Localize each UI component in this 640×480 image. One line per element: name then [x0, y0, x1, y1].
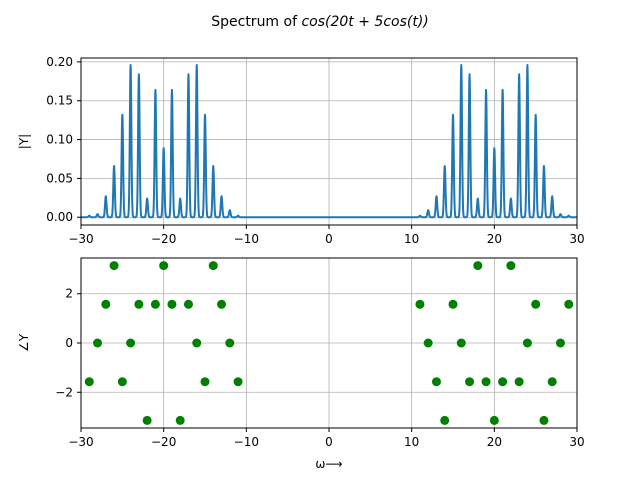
y-tick-label: 2	[65, 287, 73, 301]
phase-point	[142, 415, 152, 425]
x-tick-label: 0	[325, 435, 333, 449]
magnitude-plot: −30 −20 −10 0 10 20 30 0.00 0.05 0.10 0.15 0.20 |Y|	[17, 55, 585, 246]
y-tick-label: −2	[55, 385, 73, 399]
chart-title: Spectrum of cos(20t + 5cos(t))	[211, 14, 429, 30]
phase-point	[93, 338, 103, 348]
phase-point	[531, 299, 541, 309]
phase-point	[506, 261, 516, 271]
phase-point	[167, 299, 177, 309]
x-tick-label: 0	[325, 232, 333, 246]
x-tick-label: 10	[404, 232, 419, 246]
y-axis-label: ∠Y	[17, 333, 31, 352]
phase-point	[217, 299, 227, 309]
phase-point	[547, 377, 557, 387]
phase-point	[233, 377, 243, 387]
x-tick-label: 30	[569, 435, 584, 449]
phase-point	[84, 377, 94, 387]
x-tick-label: 30	[569, 232, 584, 246]
phase-point	[448, 299, 458, 309]
phase-point	[564, 299, 574, 309]
phase-point	[117, 377, 127, 387]
phase-point	[183, 299, 193, 309]
y-tick-label: 0	[65, 336, 73, 350]
phase-point	[498, 377, 508, 387]
y-tick-label: 0.10	[46, 133, 73, 147]
magnitude-series-line	[80, 63, 578, 219]
x-tick-label: −20	[151, 232, 176, 246]
x-tick-label: 20	[487, 435, 502, 449]
y-tick-label: 0.20	[46, 55, 73, 69]
phase-point	[440, 415, 450, 425]
phase-point	[456, 338, 466, 348]
phase-point	[150, 299, 160, 309]
phase-point	[465, 377, 475, 387]
chart-title-expression: cos(20t + 5cos(t))	[301, 14, 428, 30]
phase-point	[539, 415, 549, 425]
phase-point	[514, 377, 524, 387]
phase-point	[126, 338, 136, 348]
chart-title-prefix: Spectrum of	[211, 14, 301, 30]
phase-point	[555, 338, 565, 348]
phase-point	[208, 261, 218, 271]
x-tick-label: −30	[68, 232, 93, 246]
x-tick-label: −30	[68, 435, 93, 449]
phase-point	[522, 338, 532, 348]
phase-point	[175, 415, 185, 425]
phase-point	[473, 261, 483, 271]
phase-point	[134, 299, 144, 309]
x-axis-label: ω⟶	[315, 457, 342, 471]
phase-plot: −30 −20 −10 0 10 20 30−202∠Yω⟶	[17, 257, 585, 471]
phase-point	[481, 377, 491, 387]
phase-point	[431, 377, 441, 387]
phase-point	[159, 261, 169, 271]
x-tick-label: −10	[234, 232, 259, 246]
phase-point	[225, 338, 235, 348]
y-axis-label: |Y|	[17, 134, 31, 149]
x-tick-label: −10	[234, 435, 259, 449]
phase-point	[489, 415, 499, 425]
x-tick-label: 20	[487, 232, 502, 246]
x-tick-label: 10	[404, 435, 419, 449]
x-tick-label: −20	[151, 435, 176, 449]
y-tick-label: 0.00	[46, 210, 73, 224]
phase-point	[101, 299, 111, 309]
phase-point	[200, 377, 210, 387]
y-tick-label: 0.15	[46, 94, 73, 108]
phase-point	[423, 338, 433, 348]
y-tick-label: 0.05	[46, 171, 73, 185]
phase-point	[192, 338, 202, 348]
phase-point	[415, 299, 425, 309]
phase-point	[109, 261, 119, 271]
